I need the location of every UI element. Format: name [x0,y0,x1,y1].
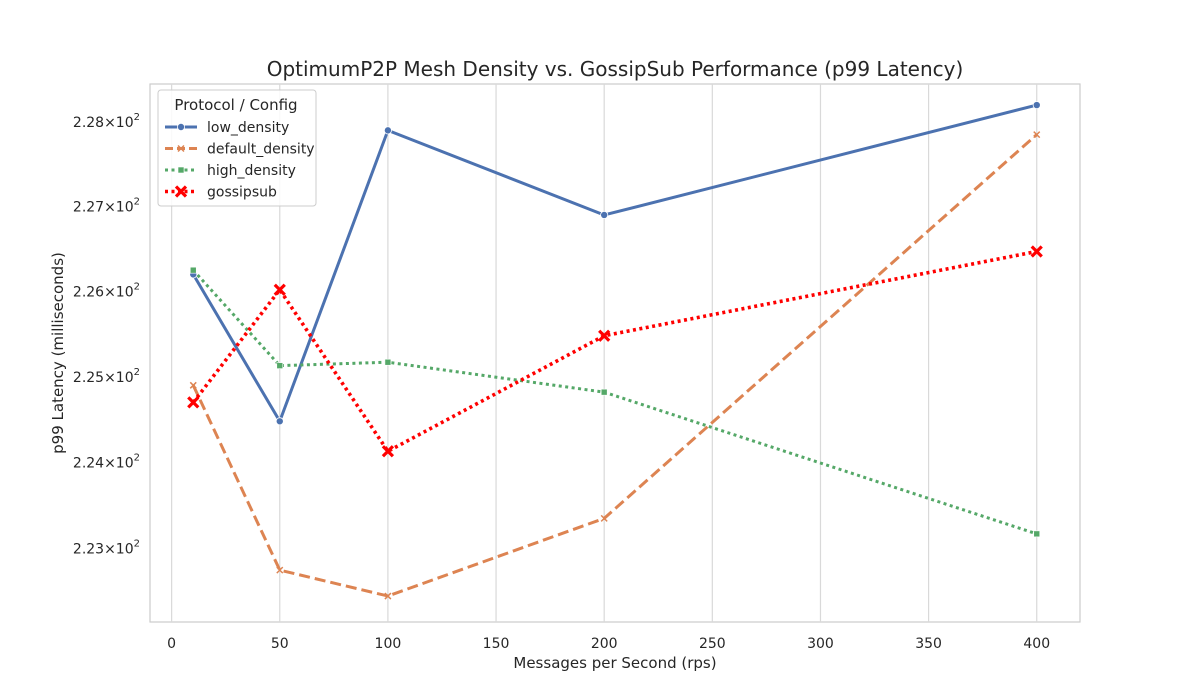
point-high_density [189,266,197,274]
point-low_density [275,417,284,426]
legend-marker-high_density [177,166,185,174]
series-gossipsub [187,245,1043,458]
x-tick-label: 350 [915,636,942,652]
x-tick-label: 200 [591,636,618,652]
y-tick-mantissa: 2.24×10 [73,455,134,471]
point-high_density [384,358,392,366]
y-tick-label: 2.28×102 [73,112,140,131]
point-high_density [1033,530,1041,538]
series-default_density [189,131,1041,600]
y-tick-label: 2.24×102 [73,452,140,471]
y-tick-mantissa: 2.23×10 [73,542,134,558]
legend-label-low_density: low_density [207,120,289,136]
point-default_density [276,566,284,574]
y-tick-label: 2.27×102 [73,196,140,215]
point-gossipsub [1030,245,1043,258]
y-axis-label: p99 Latency (milliseconds) [49,252,67,454]
legend-item-gossipsub: gossipsub [165,185,277,201]
y-tick-exponent: 2 [134,196,140,207]
legend-item-default_density: default_density [165,142,315,158]
legend-marker-default_density [177,144,185,153]
point-low_density [383,126,392,135]
point-default_density [189,381,197,389]
legend-box [157,89,317,207]
y-tick-label: 2.23×102 [73,539,140,558]
point-low_density [600,210,609,219]
legend-label-high_density: high_density [207,163,296,179]
x-tick-label: 250 [699,636,726,652]
line-high_density [192,269,1038,536]
legend-items: low_density default_density high_densitygo… [165,120,315,201]
y-tick-exponent: 2 [134,539,140,550]
series-low_density [189,101,1041,426]
point-low_density [1032,101,1041,110]
y-tick-exponent: 2 [134,112,140,123]
legend-marker-gossipsub [174,185,188,198]
point-gossipsub [187,396,200,409]
x-tick-label: 400 [1023,636,1050,652]
y-tick-mantissa: 2.26×10 [73,284,134,300]
y-tick-mantissa: 2.28×10 [73,115,134,131]
legend-item-high_density: high_density [165,163,296,179]
point-default_density [384,592,392,600]
y-tick-mantissa: 2.27×10 [73,199,134,215]
x-tick-label: 150 [483,636,510,652]
x-tick-label: 300 [807,636,834,652]
point-gossipsub [598,329,611,342]
y-tick-exponent: 2 [134,452,140,463]
point-high_density [276,362,284,369]
point-default_density [1033,131,1041,139]
y-tick-exponent: 2 [134,281,140,292]
x-tick-label: 100 [375,636,402,652]
y-tick-label: 2.26×102 [73,281,140,300]
legend: Protocol / Config low_density default_den… [157,89,317,207]
point-gossipsub [273,283,286,296]
y-tick-exponent: 2 [134,367,140,378]
x-tick-label: 50 [271,636,289,652]
chart-title: OptimumP2P Mesh Density vs. GossipSub Pe… [267,57,964,81]
line-gossipsub [191,249,1038,454]
series-lines [187,101,1043,600]
point-default_density [600,514,608,522]
y-tick-label: 2.25×102 [73,367,140,386]
point-high_density [600,388,608,396]
legend-label-default_density: default_density [207,142,315,158]
legend-item-low_density: low_density [165,120,289,136]
series-high_density [189,266,1041,538]
legend-label-gossipsub: gossipsub [207,185,277,201]
legend-title: Protocol / Config [174,96,297,114]
line-default_density [191,133,1038,598]
x-axis-ticks: 0 50 100 150 200 250 300 350 400 [167,636,1050,652]
y-tick-mantissa: 2.25×10 [73,370,134,386]
point-gossipsub [381,445,395,458]
x-axis-label: Messages per Second (rps) [513,654,716,672]
y-axis-ticks: 2.23×1022.24×1022.25×1022.26×1022.27×102… [73,112,140,558]
legend-marker-low_density [176,123,185,132]
x-tick-label: 0 [167,636,176,652]
